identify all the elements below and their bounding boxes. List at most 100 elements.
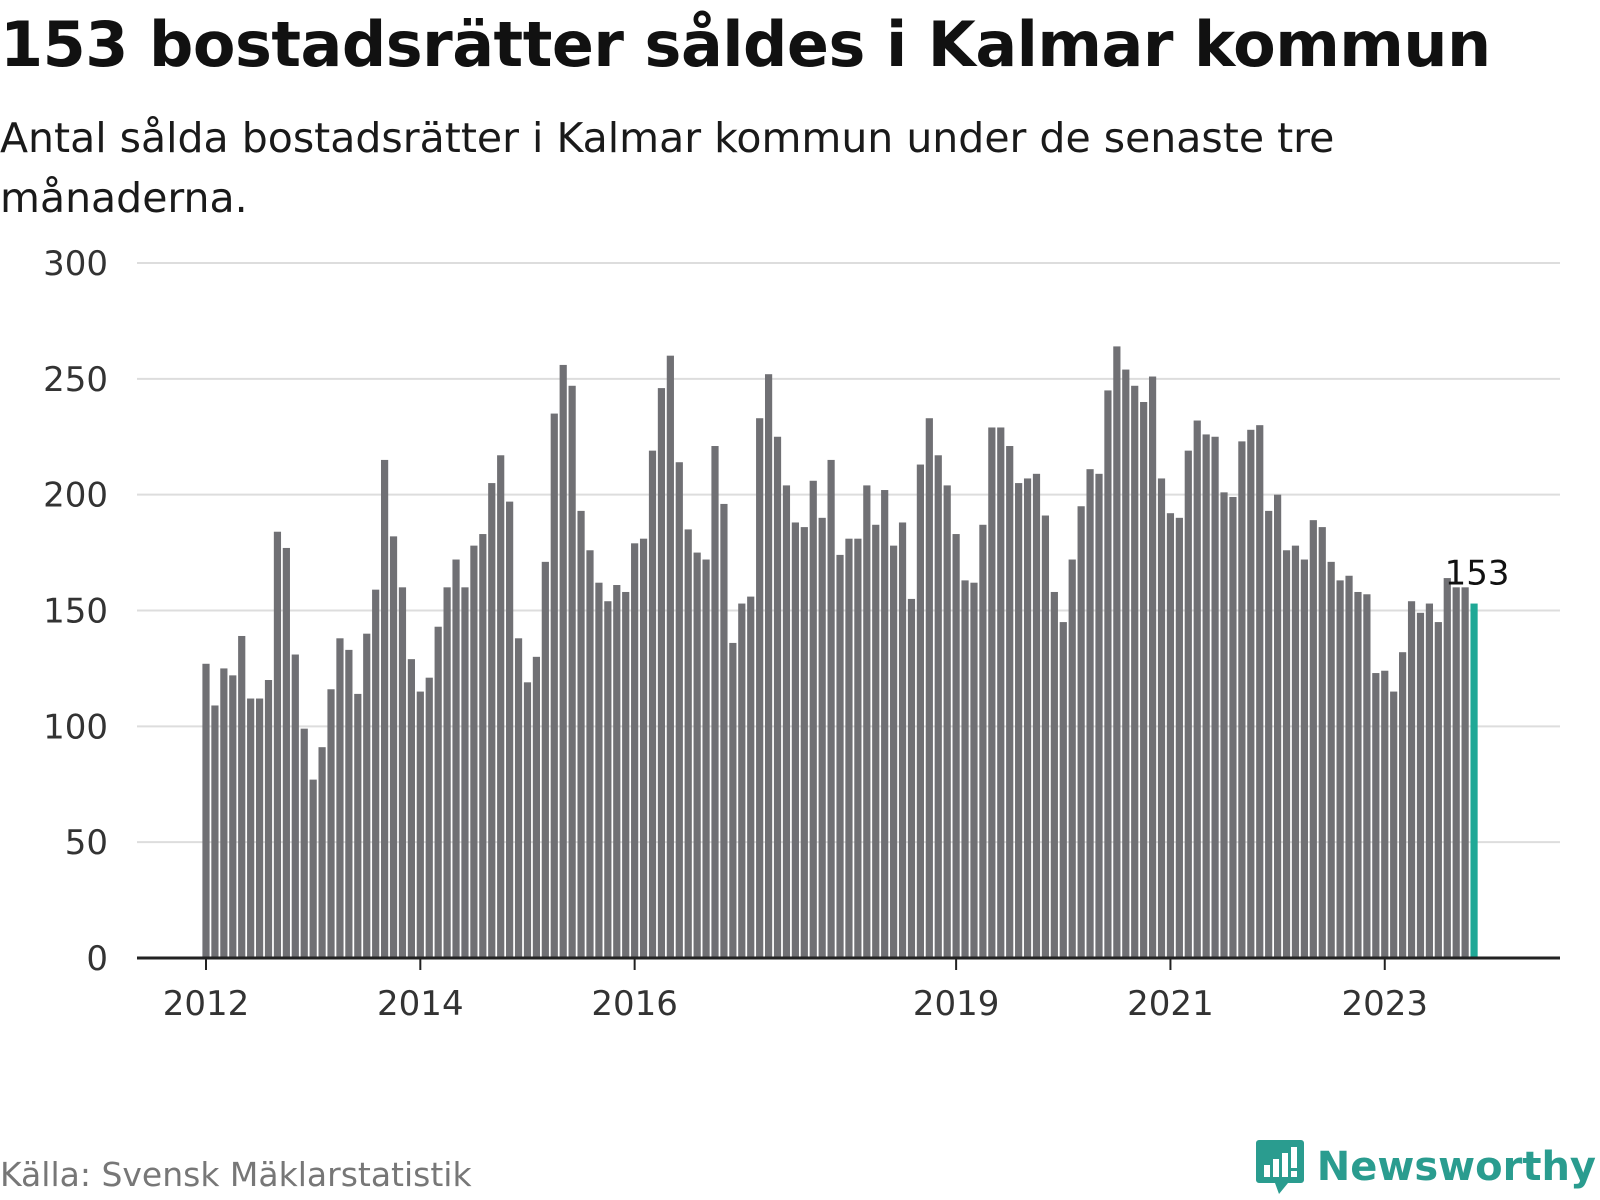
bar <box>238 635 246 958</box>
bar <box>1336 580 1344 958</box>
bar <box>220 668 228 958</box>
bar <box>586 550 594 958</box>
bar <box>1166 513 1175 958</box>
bar <box>452 559 460 958</box>
bar <box>693 552 701 958</box>
bar <box>1086 469 1094 958</box>
bar <box>372 589 380 958</box>
bar <box>416 691 424 958</box>
newsworthy-logo-icon <box>1255 1140 1304 1194</box>
bar <box>1461 587 1469 958</box>
bar <box>211 705 219 958</box>
bar <box>1095 473 1103 958</box>
bar <box>461 587 469 958</box>
bar <box>1354 591 1362 958</box>
y-tick-label: 150 <box>43 592 108 632</box>
x-tick-label: 2019 <box>913 984 1000 1024</box>
bar <box>1363 594 1371 958</box>
bar <box>836 554 844 958</box>
bar <box>514 638 523 958</box>
x-tick-label: 2021 <box>1127 984 1214 1024</box>
bar <box>381 459 389 958</box>
bar <box>845 538 853 958</box>
bar <box>1282 550 1291 958</box>
bar <box>568 385 576 958</box>
bar <box>729 642 737 958</box>
bar <box>1077 506 1085 958</box>
bar <box>1175 517 1183 958</box>
bar <box>1113 346 1121 958</box>
bar <box>738 603 746 958</box>
bar <box>800 527 808 958</box>
bar <box>916 464 924 958</box>
bar <box>818 517 826 958</box>
bar <box>318 747 326 958</box>
bar <box>639 538 648 958</box>
bar <box>809 480 817 958</box>
bar <box>613 585 621 958</box>
bar <box>1032 473 1041 958</box>
bar <box>1059 622 1067 958</box>
bar <box>622 591 630 958</box>
x-tick-label: 2012 <box>163 984 250 1024</box>
bar <box>363 633 371 958</box>
bar <box>345 649 353 958</box>
bar <box>907 598 916 958</box>
bar <box>389 536 398 958</box>
bar <box>398 587 407 958</box>
bar <box>1157 478 1166 958</box>
bar <box>255 698 264 958</box>
bar <box>1015 483 1023 958</box>
bar <box>773 436 782 958</box>
bar <box>631 543 639 958</box>
bar <box>336 638 344 958</box>
bar <box>648 450 657 958</box>
bar <box>327 689 335 958</box>
bar <box>1184 450 1192 958</box>
bar <box>577 510 585 958</box>
bar <box>934 455 942 958</box>
bar <box>1300 559 1308 958</box>
bar <box>756 418 764 959</box>
bar <box>702 559 710 958</box>
bar <box>872 524 880 958</box>
x-tick-label: 2016 <box>591 984 678 1024</box>
bar <box>532 656 541 958</box>
bar <box>854 538 862 958</box>
bar <box>1104 390 1112 958</box>
bar <box>881 490 889 958</box>
bar <box>1309 520 1317 958</box>
bar <box>1148 376 1157 958</box>
bar <box>782 485 791 958</box>
bar <box>488 483 496 958</box>
source-note: Källa: Svensk Mäklarstatistik <box>0 1155 472 1194</box>
bar <box>202 663 210 958</box>
bar <box>470 545 478 958</box>
bar <box>1274 494 1282 958</box>
bar <box>1345 575 1353 958</box>
bar <box>890 545 898 958</box>
bar <box>523 682 532 958</box>
bar <box>1122 369 1130 958</box>
bar <box>1140 402 1148 958</box>
bar <box>595 582 603 958</box>
bar <box>988 427 996 958</box>
bar <box>497 455 505 958</box>
bar <box>1023 478 1032 958</box>
bar <box>479 534 487 958</box>
bar <box>407 659 415 958</box>
bar <box>1381 670 1389 958</box>
bar <box>970 582 978 958</box>
bar <box>952 534 960 958</box>
y-tick-label: 250 <box>43 360 108 400</box>
newsworthy-logo: Newsworthy <box>1255 1138 1596 1196</box>
bar <box>604 601 612 958</box>
bar <box>291 654 299 958</box>
y-tick-label: 300 <box>43 244 108 284</box>
bar <box>925 418 933 959</box>
bar <box>1247 429 1255 958</box>
bar-chart: 0 50 100 150 200 250 300 2012 2014 2016 2019 2021 2… <box>43 244 1560 1024</box>
last-value-label: 153 <box>1445 554 1510 594</box>
bar <box>1193 420 1201 958</box>
bar <box>247 698 255 958</box>
